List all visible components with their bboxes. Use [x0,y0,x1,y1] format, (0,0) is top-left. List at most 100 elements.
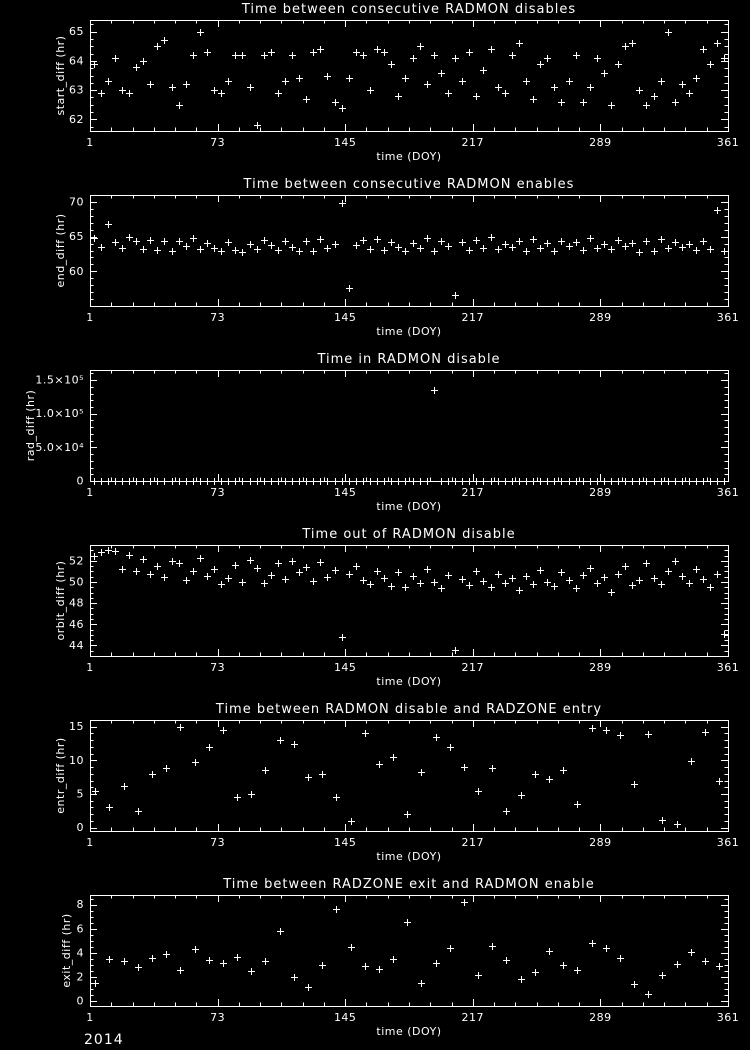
x-tick-label: 73 [210,661,225,674]
data-points [91,200,728,299]
x-tick-label: 145 [334,311,357,324]
x-tick-label: 217 [462,661,485,674]
y-tick-label: 0 [77,995,85,1008]
x-tick-label: 1 [86,311,94,324]
data-points [91,29,728,129]
x-tick-label: 1 [86,136,94,149]
x-tick-label: 1 [86,661,94,674]
chart-time-between-radmon-enables: Time between consecutive RADMON enables 1… [0,175,750,350]
axes-box [90,20,729,132]
axis-ticks [90,720,729,831]
y-tick-label: 10 [69,754,84,767]
data-points [92,724,723,828]
x-axis-title: time (DOY) [376,675,441,688]
chart-title: Time between RADZONE exit and RADMON ena… [222,877,595,892]
axes-box [90,195,729,307]
y-tick-label: 0 [77,475,85,488]
plot-svg: Time between RADZONE exit and RADMON ena… [60,877,740,1038]
x-tick-label: 289 [589,836,612,849]
x-tick-label: 145 [334,1011,357,1024]
y-tick-label: 5.0×10⁴ [35,441,84,454]
x-tick-label: 361 [717,136,740,149]
x-tick-label: 145 [334,661,357,674]
x-axis-title: time (DOY) [376,150,441,163]
data-points [91,387,728,485]
y-tick-label: 65 [69,25,84,38]
y-tick-label: 62 [69,113,84,126]
x-tick-label: 1 [86,836,94,849]
y-tick-label: 1.5×10⁵ [35,374,84,387]
y-tick-label: 4 [77,946,85,959]
y-tick-label: 6 [77,922,85,935]
data-points [91,547,728,654]
y-tick-label: 2 [77,971,85,984]
plot-svg: Time between RADMON disable and RADZONE … [54,702,740,863]
x-tick-label: 289 [589,661,612,674]
chart-title: Time between RADMON disable and RADZONE … [215,702,602,717]
y-axis-title: orbit_diff (hr) [54,561,67,641]
x-tick-label: 73 [210,1011,225,1024]
y-tick-label: 0 [77,821,85,834]
chart-time-out-of-radmon-disable: Time out of RADMON disable 1 73 145 217 289 36… [0,525,750,700]
y-axis-title: rad_diff (hr) [24,390,37,462]
chart-time-between-radmon-disables: Time between consecutive RADMON disables… [0,0,750,175]
y-tick-label: 52 [69,554,84,567]
chart-title: Time out of RADMON disable [301,527,515,542]
axes-box [90,895,729,1007]
x-tick-label: 289 [589,1011,612,1024]
x-tick-label: 73 [210,486,225,499]
y-tick-label: 50 [69,576,84,589]
x-tick-label: 361 [717,486,740,499]
x-tick-label: 217 [462,486,485,499]
y-tick-label: 63 [69,84,84,97]
x-tick-label: 217 [462,1011,485,1024]
y-tick-label: 15 [69,720,84,733]
chart-radzone-exit-to-radmon-enable: Time between RADZONE exit and RADMON ena… [0,875,750,1050]
x-axis-title: time (DOY) [376,850,441,863]
y-tick-label: 44 [69,639,84,652]
x-tick-label: 361 [717,1011,740,1024]
x-axis-title: time (DOY) [376,325,441,338]
axis-ticks [90,195,729,307]
y-axis-title: end_diff (hr) [54,213,67,287]
plot-svg: Time out of RADMON disable 1 73 145 217 289 36… [54,527,739,688]
axis-ticks [90,545,729,657]
axis-ticks [90,20,729,131]
y-tick-label: 65 [69,230,84,243]
data-points [92,899,723,998]
x-tick-label: 145 [334,836,357,849]
y-axis-title: entr_diff (hr) [54,737,67,813]
chart-title: Time between consecutive RADMON disables [241,2,576,17]
plot-svg: Time between consecutive RADMON disables… [54,2,740,163]
axis-ticks [90,895,729,1006]
x-tick-label: 145 [334,486,357,499]
y-tick-label: 8 [77,898,85,911]
x-axis-title: time (DOY) [376,500,441,513]
x-tick-label: 1 [86,1011,94,1024]
x-tick-label: 289 [589,486,612,499]
x-axis-title: time (DOY) [376,1025,441,1038]
x-tick-label: 361 [717,311,740,324]
chart-title: Time between consecutive RADMON enables [243,177,575,192]
x-tick-label: 361 [717,836,740,849]
x-tick-label: 73 [210,136,225,149]
x-tick-label: 289 [589,311,612,324]
y-tick-label: 46 [69,618,84,631]
year-label: 2014 [84,1032,124,1048]
x-tick-label: 217 [462,836,485,849]
x-tick-label: 73 [210,311,225,324]
x-tick-label: 217 [462,311,485,324]
axes-box [90,370,729,482]
y-tick-label: 48 [69,597,84,610]
x-tick-label: 1 [86,486,94,499]
axis-ticks [90,370,729,482]
chart-title: Time in RADMON disable [316,352,500,367]
x-tick-label: 145 [334,136,357,149]
x-tick-label: 217 [462,136,485,149]
y-tick-label: 60 [69,265,84,278]
y-tick-label: 70 [69,195,84,208]
y-tick-label: 1.0×10⁵ [35,407,84,420]
y-axis-title: start_diff (hr) [54,36,67,116]
y-tick-label: 64 [69,54,84,67]
plot-svg: Time between consecutive RADMON enables 1… [54,177,740,338]
